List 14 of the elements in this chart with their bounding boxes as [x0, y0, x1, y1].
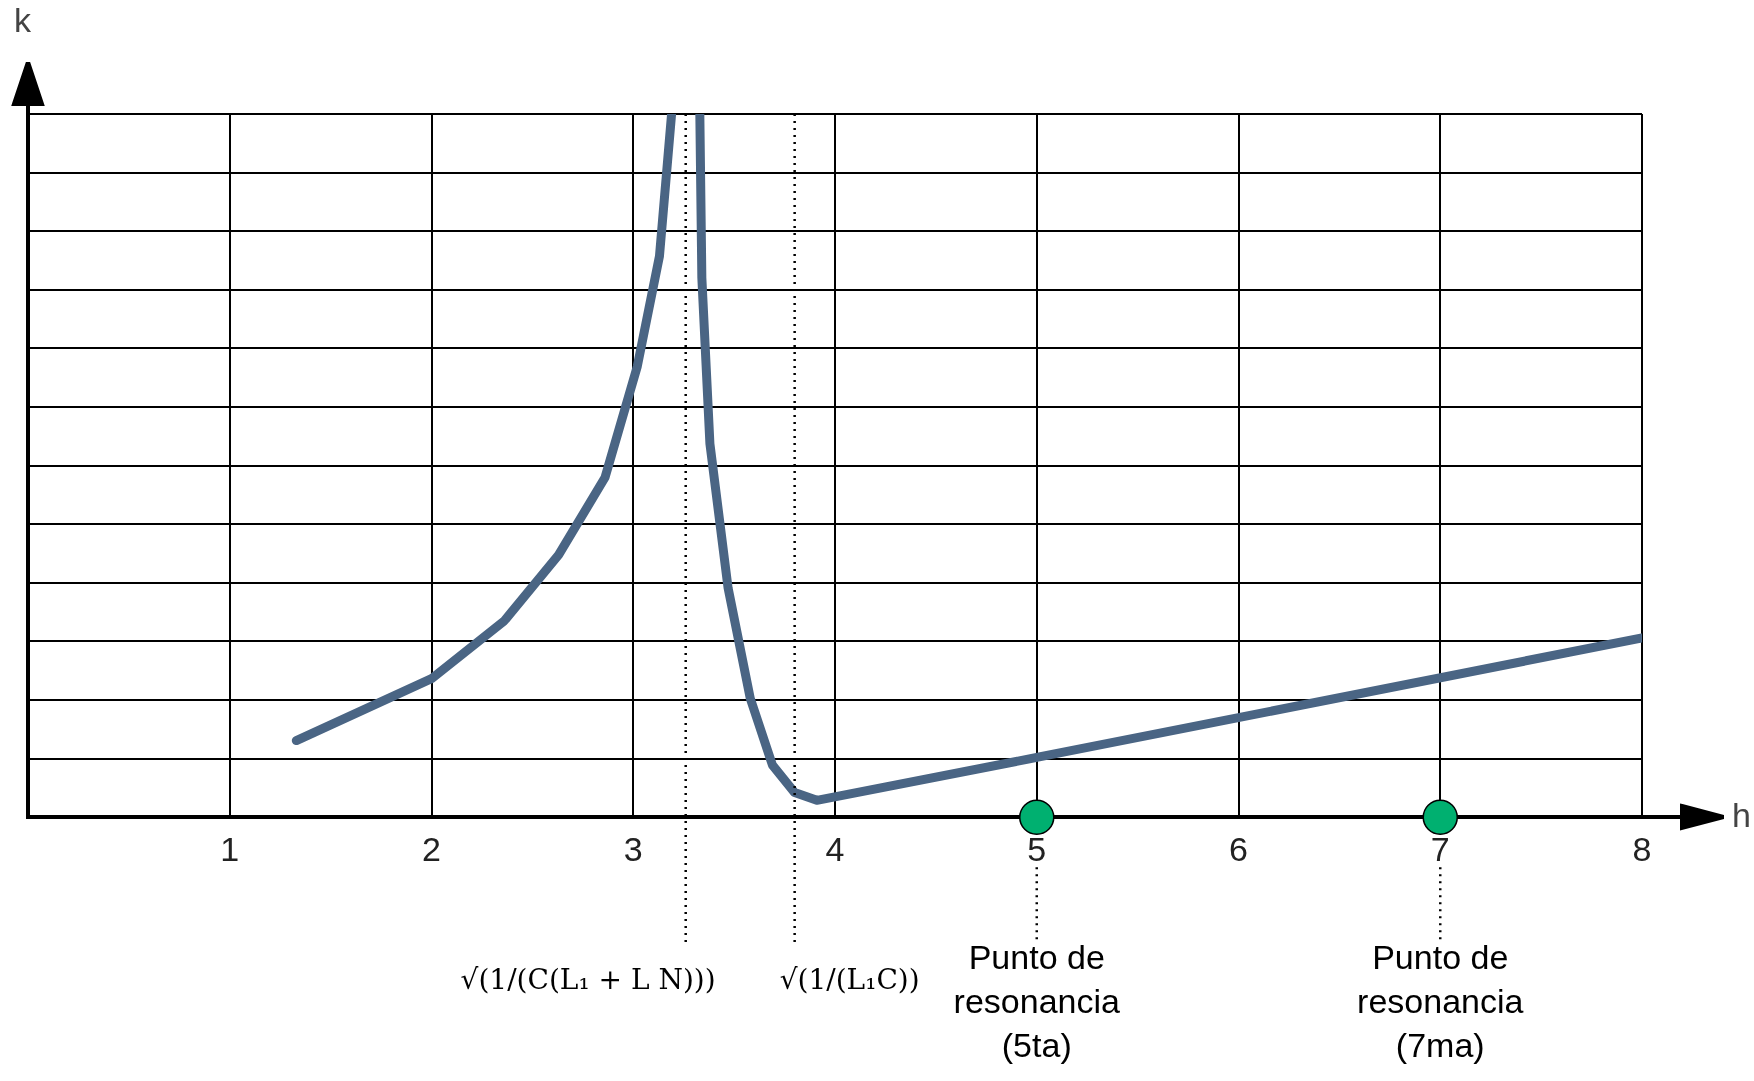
x-tick-label: 4: [825, 829, 845, 868]
x-tick-label: 3: [623, 829, 643, 868]
x-tick-label: 6: [1229, 829, 1248, 868]
x-tick-label: 7: [1430, 829, 1450, 868]
text: Punto de resonancia (7ma): [1357, 937, 1524, 1064]
y-axis-title: k: [14, 1, 32, 40]
ref-line-label: √(1/(C(L₁ + L N))): [460, 963, 716, 997]
x-tick-label: 5: [1027, 829, 1047, 868]
text: Punto de resonancia (5ta): [953, 937, 1120, 1064]
x-tick-label: 1: [220, 829, 240, 868]
x-axis-title: h: [1732, 795, 1751, 834]
ref-line-label: √(1/(L₁C)): [779, 963, 920, 997]
x-tick-label: 2: [422, 829, 441, 868]
x-tick-label: 8: [1632, 829, 1652, 868]
